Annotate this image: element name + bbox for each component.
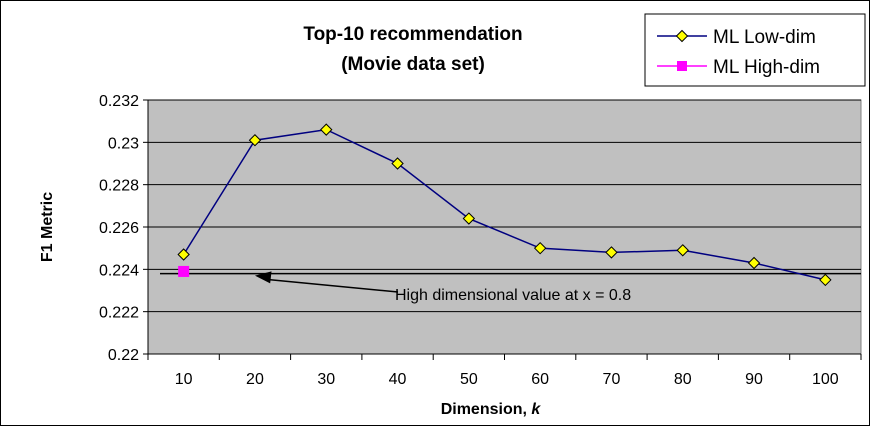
chart-title: Top-10 recommendation bbox=[303, 24, 522, 45]
data-point-high-dim bbox=[178, 265, 190, 277]
legend-box bbox=[644, 13, 866, 87]
legend-marker-square bbox=[677, 61, 687, 71]
x-tick-label: 50 bbox=[460, 371, 478, 388]
x-tick-label: 60 bbox=[531, 371, 549, 388]
data-point-low-dim bbox=[747, 256, 761, 270]
x-tick-label: 40 bbox=[389, 371, 407, 388]
data-point-low-dim bbox=[391, 157, 404, 170]
data-point-low-dim bbox=[605, 246, 618, 259]
x-tick-label: 30 bbox=[317, 371, 335, 388]
data-point-low-dim bbox=[248, 134, 262, 147]
y-tick-label: 0.228 bbox=[99, 178, 139, 195]
y-tick-label: 0.226 bbox=[99, 220, 139, 237]
data-point-low-dim bbox=[819, 273, 832, 287]
y-tick-label: 0.224 bbox=[99, 262, 139, 279]
legend-marker-diamond bbox=[675, 29, 689, 43]
chart-text: 0.22 0.222 0.224 0.226 0.228 0.23 0.232 10 20 30 4… bbox=[39, 24, 839, 418]
y-tick-label: 0.232 bbox=[99, 93, 139, 110]
x-tick-label: 90 bbox=[745, 371, 763, 388]
x-tick-label: 10 bbox=[175, 371, 193, 388]
chart-title: (Movie data set) bbox=[341, 54, 485, 75]
data-marks bbox=[160, 123, 861, 293]
legend-label: ML Low-dim bbox=[713, 27, 816, 48]
y-axis-title: F1 Metric bbox=[39, 192, 56, 262]
legend-label: ML High-dim bbox=[713, 57, 820, 78]
annotation-text: High dimensional value at x = 0.8 bbox=[395, 287, 631, 304]
data-point-low-dim bbox=[177, 248, 190, 261]
data-point-low-dim bbox=[462, 212, 476, 225]
x-tick-label: 100 bbox=[812, 371, 839, 388]
plot-area bbox=[143, 99, 862, 360]
annotation-arrow-head bbox=[254, 271, 272, 284]
data-point-low-dim bbox=[533, 241, 547, 255]
x-axis-title: Dimension, k bbox=[441, 401, 542, 418]
series-line bbox=[183, 128, 826, 281]
annotation-arrow-line bbox=[268, 278, 399, 293]
x-tick-label: 70 bbox=[603, 371, 621, 388]
x-tick-label: 20 bbox=[246, 371, 264, 388]
x-tick-label: 80 bbox=[674, 371, 692, 388]
legend: ML Low-dim ML High-dim bbox=[644, 13, 866, 87]
data-point-low-dim bbox=[676, 244, 689, 257]
y-tick-label: 0.222 bbox=[99, 305, 139, 322]
y-tick-label: 0.23 bbox=[108, 135, 139, 152]
y-tick-label: 0.22 bbox=[108, 347, 139, 364]
data-point-low-dim bbox=[320, 123, 333, 136]
